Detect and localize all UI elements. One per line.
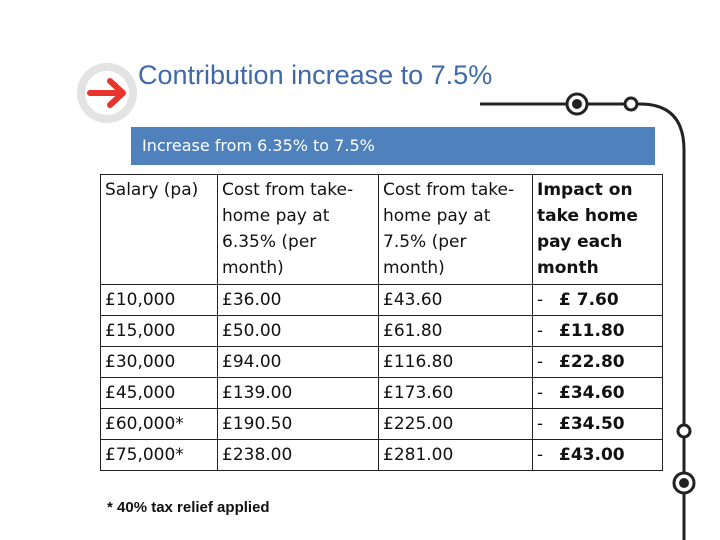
cost-635-cell: £190.50	[217, 408, 379, 440]
column-header-cost-75: Cost from take-home pay at 7.5% (per mon…	[378, 174, 533, 285]
impact-value: £ 7.60	[559, 290, 619, 310]
salary-cell: £15,000	[100, 315, 218, 347]
cost-75-cell: £61.80	[378, 315, 533, 347]
salary-cell: £10,000	[100, 284, 218, 316]
table-row: £45,000 £139.00 £173.60 - £34.60	[100, 377, 663, 409]
cost-635-cell: £238.00	[217, 439, 379, 471]
table-row: £60,000* £190.50 £225.00 - £34.50	[100, 408, 663, 440]
impact-value: £34.60	[559, 383, 625, 403]
subtitle-banner: Increase from 6.35% to 7.5%	[131, 127, 655, 165]
impact-value: £43.00	[559, 445, 625, 465]
rail-node-icon	[672, 471, 696, 495]
table-row: £30,000 £94.00 £116.80 - £22.80	[100, 346, 663, 378]
contribution-table: Salary (pa) Cost from take-home pay at 6…	[100, 174, 663, 471]
impact-value: £34.50	[559, 414, 625, 434]
table-row: £10,000 £36.00 £43.60 - £ 7.60	[100, 284, 663, 316]
cost-635-cell: £139.00	[217, 377, 379, 409]
footnote: * 40% tax relief applied	[107, 499, 270, 516]
table-header-row: Salary (pa) Cost from take-home pay at 6…	[100, 174, 663, 285]
salary-cell: £30,000	[100, 346, 218, 378]
impact-cell: - £34.50	[532, 408, 663, 440]
cost-635-cell: £36.00	[217, 284, 379, 316]
impact-value: £22.80	[559, 352, 625, 372]
salary-cell: £75,000*	[100, 439, 218, 471]
rail-node-icon	[623, 96, 639, 112]
impact-cell: - £22.80	[532, 346, 663, 378]
cost-75-cell: £116.80	[378, 346, 533, 378]
column-header-cost-635: Cost from take-home pay at 6.35% (per mo…	[217, 174, 379, 285]
impact-cell: - £11.80	[532, 315, 663, 347]
rail-node-icon	[676, 423, 692, 439]
impact-sign: -	[537, 321, 544, 341]
page-title: Contribution increase to 7.5%	[138, 60, 493, 90]
cost-75-cell: £225.00	[378, 408, 533, 440]
impact-sign: -	[537, 445, 544, 465]
impact-cell: - £ 7.60	[532, 284, 663, 316]
table-row: £15,000 £50.00 £61.80 - £11.80	[100, 315, 663, 347]
cost-75-cell: £281.00	[378, 439, 533, 471]
rail-node-icon	[565, 92, 589, 116]
column-header-impact: Impact on take home pay each month	[532, 174, 663, 285]
impact-sign: -	[537, 414, 544, 434]
salary-cell: £60,000*	[100, 408, 218, 440]
salary-cell: £45,000	[100, 377, 218, 409]
impact-sign: -	[537, 383, 544, 403]
arrow-right-icon	[77, 63, 137, 123]
cost-635-cell: £50.00	[217, 315, 379, 347]
cost-75-cell: £43.60	[378, 284, 533, 316]
cost-75-cell: £173.60	[378, 377, 533, 409]
column-header-salary: Salary (pa)	[100, 174, 218, 285]
impact-cell: - £34.60	[532, 377, 663, 409]
impact-cell: - £43.00	[532, 439, 663, 471]
impact-value: £11.80	[559, 321, 625, 341]
table-row: £75,000* £238.00 £281.00 - £43.00	[100, 439, 663, 471]
cost-635-cell: £94.00	[217, 346, 379, 378]
impact-sign: -	[537, 352, 544, 372]
impact-sign: -	[537, 290, 544, 310]
